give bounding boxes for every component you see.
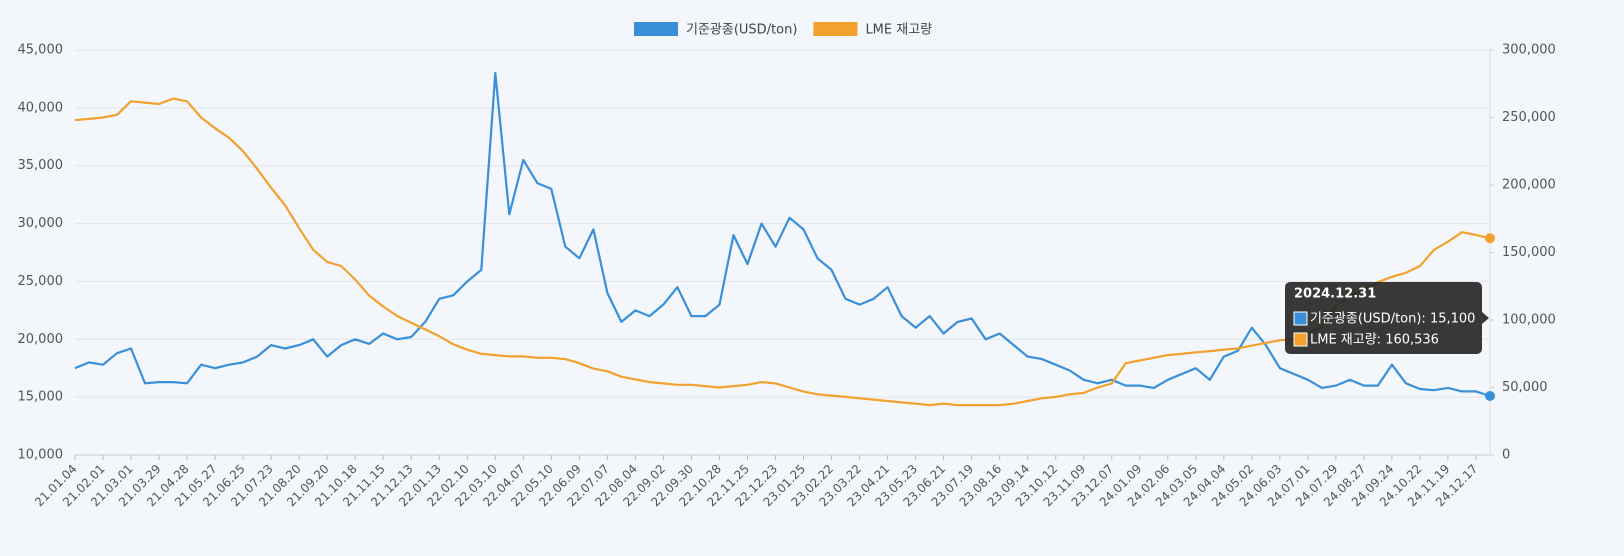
y-tick-label: 20,000: [18, 332, 64, 347]
y-tick-label: 40,000: [18, 100, 64, 115]
y-tick-label: 30,000: [18, 216, 64, 231]
series-line: [74, 97, 1491, 407]
y2-tick-label: 250,000: [1502, 110, 1556, 125]
legend-swatch: [634, 22, 678, 36]
y2-tick-label: 200,000: [1502, 178, 1556, 193]
tooltip: 2024.12.31 기준광종(USD/ton): 15,100 LME 재고량: …: [1285, 282, 1489, 354]
tooltip-line: 기준광종(USD/ton): 15,100: [1310, 312, 1475, 327]
tooltip-line: LME 재고량: 160,536: [1310, 333, 1439, 348]
hover-point: [1485, 390, 1495, 401]
y-tick-label: 45,000: [18, 43, 64, 58]
legend-swatch: [813, 22, 858, 36]
y-tick-label: 35,000: [18, 158, 64, 173]
tooltip-swatch: [1293, 311, 1308, 326]
tooltip-title: 2024.12.31: [1294, 287, 1376, 302]
tooltip-swatch: [1293, 332, 1308, 347]
y2-tick-label: 0: [1502, 448, 1510, 463]
legend-label: 기준광종(USD/ton): [686, 23, 797, 38]
tooltip-arrow: [1482, 312, 1489, 324]
hover-point: [1485, 233, 1495, 244]
y2-tick-label: 150,000: [1502, 245, 1556, 260]
y2-tick-label: 100,000: [1502, 313, 1556, 328]
y2-tick-label: 50,000: [1502, 380, 1548, 395]
y2-tick-label: 300,000: [1502, 43, 1556, 58]
y-tick-label: 15,000: [18, 390, 64, 405]
series-line: [74, 72, 1491, 398]
tooltip-box: [1285, 282, 1482, 354]
y-tick-label: 25,000: [18, 274, 64, 289]
legend-label: LME 재고량: [865, 23, 932, 38]
y-tick-label: 10,000: [18, 448, 64, 463]
